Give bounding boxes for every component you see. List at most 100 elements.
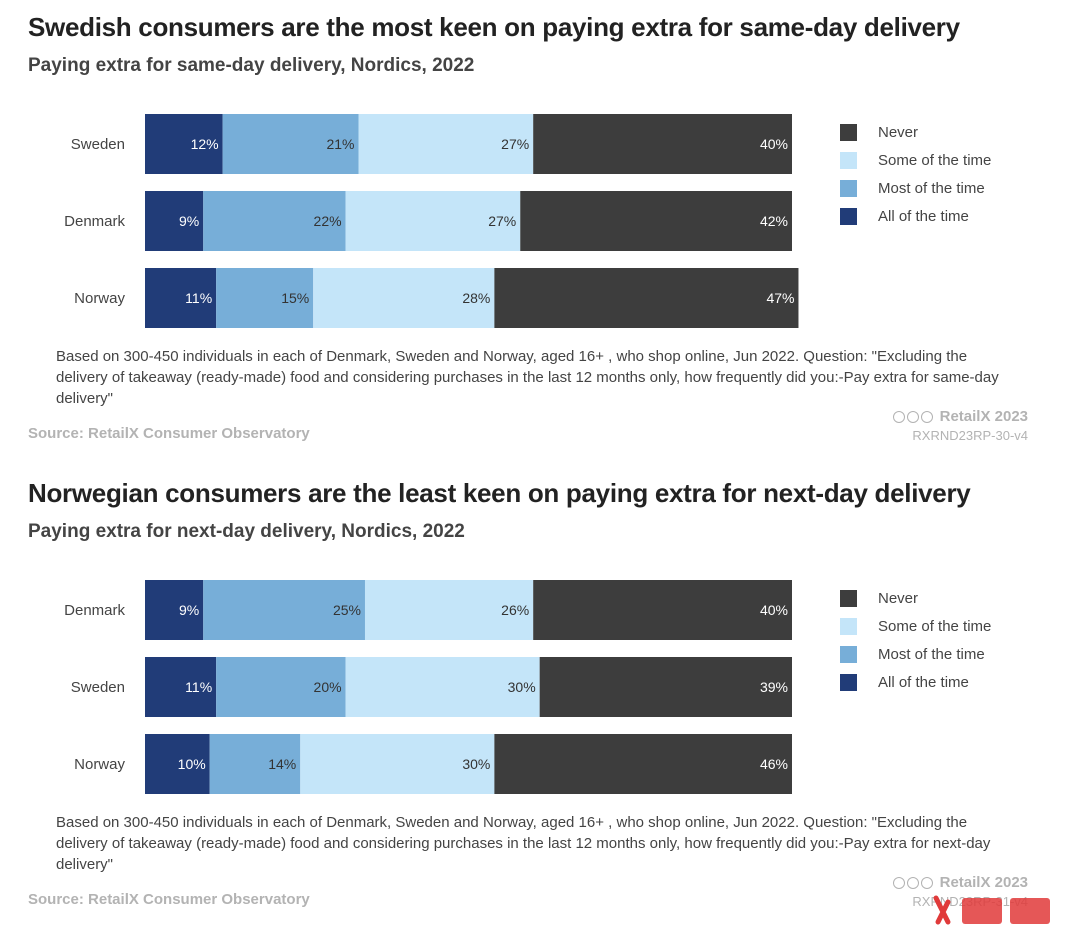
bar-denmark-all-of-the-time xyxy=(145,580,204,640)
data-label-denmark-some-of-the-time: 27% xyxy=(488,213,516,229)
data-label-norway-never: 47% xyxy=(766,290,794,306)
data-label-norway-most-of-the-time: 14% xyxy=(268,756,296,772)
legend-swatch-never xyxy=(840,123,857,141)
bar-denmark-never xyxy=(533,580,792,640)
legend-label-most-of-the-time: Most of the time xyxy=(878,179,985,197)
category-label-sweden: Sweden xyxy=(71,679,125,696)
data-label-norway-all-of-the-time: 10% xyxy=(178,756,206,772)
data-label-denmark-never: 40% xyxy=(760,602,788,618)
cc-icon xyxy=(892,876,905,889)
category-label-sweden: Sweden xyxy=(71,136,125,153)
bar-sweden-most-of-the-time xyxy=(222,114,359,174)
bar-norway-most-of-the-time xyxy=(216,268,314,328)
data-label-norway-all-of-the-time: 11% xyxy=(185,290,212,306)
methodology-note: Based on 300-450 individuals in each of … xyxy=(56,348,999,407)
bar-sweden-all-of-the-time xyxy=(145,657,217,717)
legend-label-all-of-the-time: All of the time xyxy=(878,673,969,691)
data-label-denmark-never: 42% xyxy=(760,213,788,229)
brand-name: RetailX 2023 xyxy=(939,874,1028,891)
nd-icon xyxy=(920,410,933,423)
data-label-denmark-most-of-the-time: 22% xyxy=(314,213,342,229)
legend-label-never: Never xyxy=(878,123,919,141)
bar-sweden-some-of-the-time xyxy=(358,114,534,174)
data-label-sweden-some-of-the-time: 27% xyxy=(501,136,529,152)
category-label-norway: Norway xyxy=(74,756,125,773)
chart-panel-same-day: Swedish consumers are the most keen on p… xyxy=(28,12,1060,443)
by-icon xyxy=(906,876,919,889)
legend-item-some-of-the-time: Some of the time xyxy=(840,146,1060,174)
legend-label-most-of-the-time: Most of the time xyxy=(878,645,985,663)
data-label-norway-some-of-the-time: 30% xyxy=(462,756,490,772)
data-label-denmark-all-of-the-time: 9% xyxy=(179,602,199,618)
category-label-denmark: Denmark xyxy=(64,213,125,230)
stacked-bar-chart: Sweden 12% 21% 27% 40% Denmark 9% 22% 27% 42% Norw… xyxy=(64,114,799,328)
bar-sweden-all-of-the-time xyxy=(145,114,223,174)
chart-legend: Never Some of the time Most of the time … xyxy=(840,584,1060,696)
bar-sweden-some-of-the-time xyxy=(345,657,540,717)
creative-commons-icons xyxy=(892,410,935,423)
source-credit: Source: RetailX Consumer Observatory xyxy=(28,891,310,908)
legend-swatch-most-of-the-time xyxy=(840,179,857,197)
bar-norway-all-of-the-time xyxy=(145,734,210,794)
methodology-note: Based on 300-450 individuals in each of … xyxy=(56,814,991,873)
bar-sweden-never xyxy=(539,657,792,717)
bar-denmark-all-of-the-time xyxy=(145,191,204,251)
bar-denmark-never xyxy=(520,191,792,251)
data-label-sweden-all-of-the-time: 12% xyxy=(191,136,219,152)
stacked-bar-chart: Denmark 9% 25% 26% 40% Sweden 11% 20% 30% 39% Norw… xyxy=(64,580,792,794)
brand-credit: RetailX 2023 xyxy=(892,874,1028,891)
chart-title: Norwegian consumers are the least keen o… xyxy=(28,478,971,508)
bar-sweden-never xyxy=(533,114,792,174)
data-label-sweden-never: 39% xyxy=(760,679,788,695)
by-icon xyxy=(906,410,919,423)
legend-swatch-never xyxy=(840,589,857,607)
data-label-denmark-most-of-the-time: 25% xyxy=(333,602,361,618)
data-label-denmark-some-of-the-time: 26% xyxy=(501,602,529,618)
legend-item-never: Never xyxy=(840,584,1060,612)
chart-panel-next-day: Norwegian consumers are the least keen o… xyxy=(0,466,1080,932)
bar-denmark-some-of-the-time xyxy=(364,580,534,640)
chart-subtitle: Paying extra for next-day delivery, Nord… xyxy=(28,521,465,542)
watermark-logo xyxy=(933,895,1050,925)
data-label-sweden-most-of-the-time: 21% xyxy=(326,136,354,152)
legend-swatch-all-of-the-time xyxy=(840,207,857,225)
bar-norway-all-of-the-time xyxy=(145,268,217,328)
legend-item-never: Never xyxy=(840,118,1060,146)
data-label-sweden-all-of-the-time: 11% xyxy=(185,679,212,695)
legend-swatch-some-of-the-time xyxy=(840,617,857,635)
source-credit: Source: RetailX Consumer Observatory xyxy=(28,425,310,442)
legend-label-some-of-the-time: Some of the time xyxy=(878,617,992,635)
legend-label-never: Never xyxy=(878,589,919,607)
bar-norway-some-of-the-time xyxy=(300,734,495,794)
category-label-denmark: Denmark xyxy=(64,602,125,619)
data-label-denmark-all-of-the-time: 9% xyxy=(179,213,199,229)
legend-swatch-some-of-the-time xyxy=(840,151,857,169)
bar-denmark-most-of-the-time xyxy=(203,191,346,251)
legend-label-some-of-the-time: Some of the time xyxy=(878,151,992,169)
bar-denmark-some-of-the-time xyxy=(345,191,521,251)
nd-icon xyxy=(920,876,933,889)
bar-norway-some-of-the-time xyxy=(313,268,495,328)
legend-item-some-of-the-time: Some of the time xyxy=(840,612,1060,640)
creative-commons-icons xyxy=(892,876,935,889)
data-label-norway-some-of-the-time: 28% xyxy=(462,290,490,306)
data-label-norway-never: 46% xyxy=(760,756,788,772)
legend-item-all-of-the-time: All of the time xyxy=(840,668,1060,696)
data-label-sweden-never: 40% xyxy=(760,136,788,152)
data-label-sweden-some-of-the-time: 30% xyxy=(508,679,536,695)
bar-norway-never xyxy=(494,734,792,794)
bar-norway-most-of-the-time xyxy=(209,734,301,794)
legend-item-most-of-the-time: Most of the time xyxy=(840,640,1060,668)
bar-norway-never xyxy=(494,268,799,328)
chart-subtitle: Paying extra for same-day delivery, Nord… xyxy=(28,55,475,76)
data-label-norway-most-of-the-time: 15% xyxy=(281,290,309,306)
bar-denmark-most-of-the-time xyxy=(203,580,365,640)
chart-legend: Never Some of the time Most of the time … xyxy=(840,118,1060,230)
bar-sweden-most-of-the-time xyxy=(216,657,346,717)
brand-name: RetailX 2023 xyxy=(939,408,1028,425)
legend-swatch-all-of-the-time xyxy=(840,673,857,691)
category-label-norway: Norway xyxy=(74,290,125,307)
legend-item-all-of-the-time: All of the time xyxy=(840,202,1060,230)
legend-swatch-most-of-the-time xyxy=(840,645,857,663)
chart-title: Swedish consumers are the most keen on p… xyxy=(28,12,960,42)
